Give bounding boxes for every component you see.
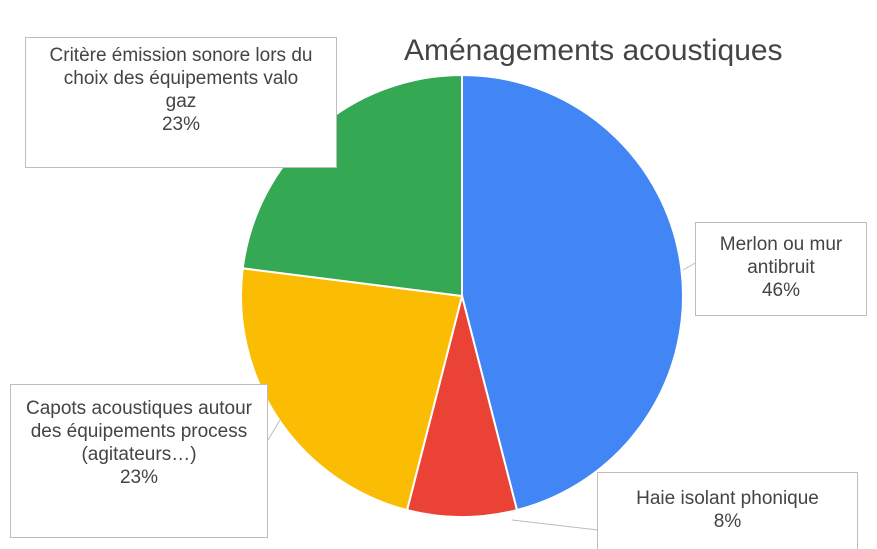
slice-label: Haie isolant phonique (636, 488, 819, 509)
leader-line (511, 519, 599, 531)
pie-slice (461, 73, 684, 512)
leader-line (267, 419, 281, 441)
callout: Critère émission sonore lors du choix de… (25, 37, 337, 168)
value-label: 23% (161, 114, 201, 135)
value-label: 8% (713, 511, 742, 532)
value-label: 46% (761, 280, 801, 301)
chart-title: Aménagements acoustiques (404, 34, 783, 67)
value-label: 23% (119, 467, 159, 488)
pie-slice (240, 267, 464, 512)
slice-label: Merlon ou mur antibruit (719, 234, 843, 278)
callout: Haie isolant phonique 8% (597, 472, 858, 549)
slice-label: Capots acoustiques autour des équipement… (25, 398, 253, 465)
slice-label: Critère émission sonore lors du choix de… (49, 45, 313, 112)
callout: Merlon ou mur antibruit 46% (695, 222, 867, 316)
callout: Capots acoustiques autour des équipement… (10, 384, 268, 538)
pie-slice (405, 295, 519, 518)
leader-line (682, 261, 698, 271)
